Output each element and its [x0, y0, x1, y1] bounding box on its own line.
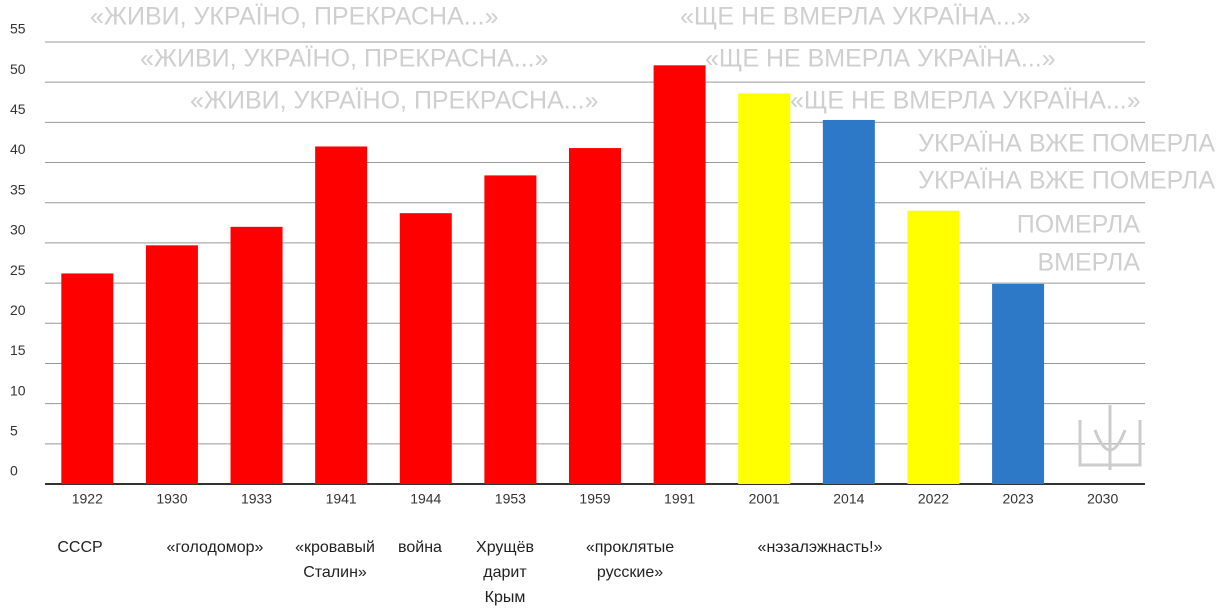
annotation: дарит — [483, 564, 527, 581]
background-slogan: ВМЕРЛА — [1037, 249, 1140, 277]
y-tick-label: 50 — [10, 61, 26, 77]
background-slogan: «ЖИВИ, УКРАЇНО, ПРЕКРАСНА...» — [90, 3, 498, 31]
background-slogan: УКРАЇНА ВЖЕ ПОМЕРЛА — [918, 130, 1215, 158]
x-tick-label: 2030 — [1087, 491, 1118, 507]
x-tick-label: 1933 — [241, 491, 272, 507]
bar — [484, 175, 537, 485]
x-tick-label: 1959 — [579, 491, 610, 507]
bar — [399, 213, 452, 484]
x-tick-label: 1930 — [156, 491, 187, 507]
background-slogan: «ЖИВИ, УКРАЇНО, ПРЕКРАСНА...» — [190, 87, 598, 115]
bar — [230, 226, 283, 484]
background-slogan: «ЩЕ НЕ ВМЕРЛА УКРАЇНА...» — [705, 45, 1056, 73]
y-tick-label: 5 — [10, 423, 18, 439]
x-tick-label: 2022 — [918, 491, 949, 507]
x-tick-label: 2014 — [833, 491, 864, 507]
y-tick-label: 30 — [10, 222, 26, 238]
background-slogan: ПОМЕРЛА — [1017, 211, 1141, 239]
x-tick-label: 1991 — [664, 491, 695, 507]
bar — [738, 93, 791, 484]
annotation: Хрущёв — [476, 539, 534, 556]
x-tick-label: 1941 — [326, 491, 357, 507]
y-tick-label: 25 — [10, 262, 26, 278]
bar — [822, 119, 875, 484]
x-tick-label: 1944 — [410, 491, 441, 507]
bar — [569, 148, 621, 484]
x-tick-label: 2001 — [749, 491, 780, 507]
y-tick-label: 40 — [10, 141, 26, 157]
y-tick-label: 15 — [10, 342, 26, 358]
bar — [315, 146, 368, 485]
bar — [61, 273, 114, 484]
annotation: «проклятые — [586, 539, 674, 556]
x-tick-label: 1922 — [72, 491, 103, 507]
y-tick-label: 20 — [10, 302, 26, 318]
x-tick-label: 2023 — [1002, 491, 1033, 507]
annotation: СССР — [57, 539, 102, 556]
background-slogan: «ЩЕ НЕ ВМЕРЛА УКРАЇНА...» — [790, 87, 1141, 115]
background-slogan: «ЖИВИ, УКРАЇНО, ПРЕКРАСНА...» — [140, 45, 548, 73]
background-slogan: УКРАЇНА ВЖЕ ПОМЕРЛА — [918, 167, 1215, 195]
bar — [653, 65, 706, 485]
annotation: «кровавый — [295, 539, 375, 556]
label-layer: 0 5 10 15 20 25 30 35 40 45 50 55 1922 1930 1933 1941 19… — [10, 21, 1118, 607]
annotation: русские» — [597, 564, 663, 581]
y-tick-label: 10 — [10, 382, 26, 398]
bar-layer — [61, 65, 1045, 485]
x-tick-label: 1953 — [495, 491, 526, 507]
annotation: Крым — [485, 589, 526, 606]
bar — [145, 245, 198, 484]
y-tick-label: 35 — [10, 181, 26, 197]
annotation: Сталин» — [303, 564, 367, 581]
annotation: «голодомор» — [167, 539, 264, 556]
annotation: «нэзалэжнасть!» — [758, 539, 883, 556]
background-slogan: «ЩЕ НЕ ВМЕРЛА УКРАЇНА...» — [680, 3, 1031, 31]
y-tick-label: 0 — [10, 463, 18, 479]
bar — [907, 210, 960, 484]
y-tick-label: 45 — [10, 101, 26, 117]
y-tick-label: 55 — [10, 21, 26, 37]
trident-icon — [1078, 405, 1142, 470]
background-layer: «ЖИВИ, УКРАЇНО, ПРЕКРАСНА...» «ЩЕ НЕ ВМЕР… — [90, 3, 1215, 277]
bar — [992, 283, 1045, 484]
annotation: война — [398, 539, 442, 556]
